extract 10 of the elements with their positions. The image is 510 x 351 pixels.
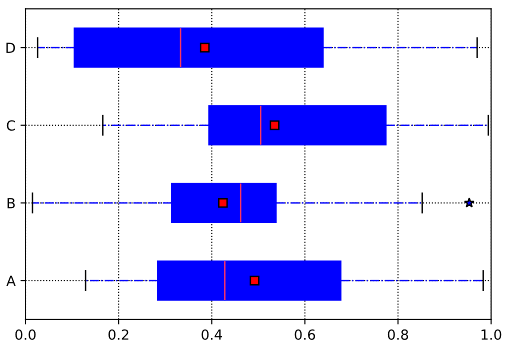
x-tick-label: 0.0: [15, 329, 36, 340]
x-tick-label: 0.4: [202, 329, 222, 340]
x-tick-label: 0.6: [294, 329, 316, 340]
x-tick-label: 0.2: [108, 329, 128, 340]
x-tick-label: 0.8: [388, 329, 408, 340]
x-tick-label: 1.0: [482, 329, 502, 340]
y-tick-label: B: [8, 198, 15, 208]
y-tick-label: C: [6, 120, 16, 131]
y-tick-label: D: [6, 42, 15, 53]
y-tick-label: A: [6, 276, 16, 286]
